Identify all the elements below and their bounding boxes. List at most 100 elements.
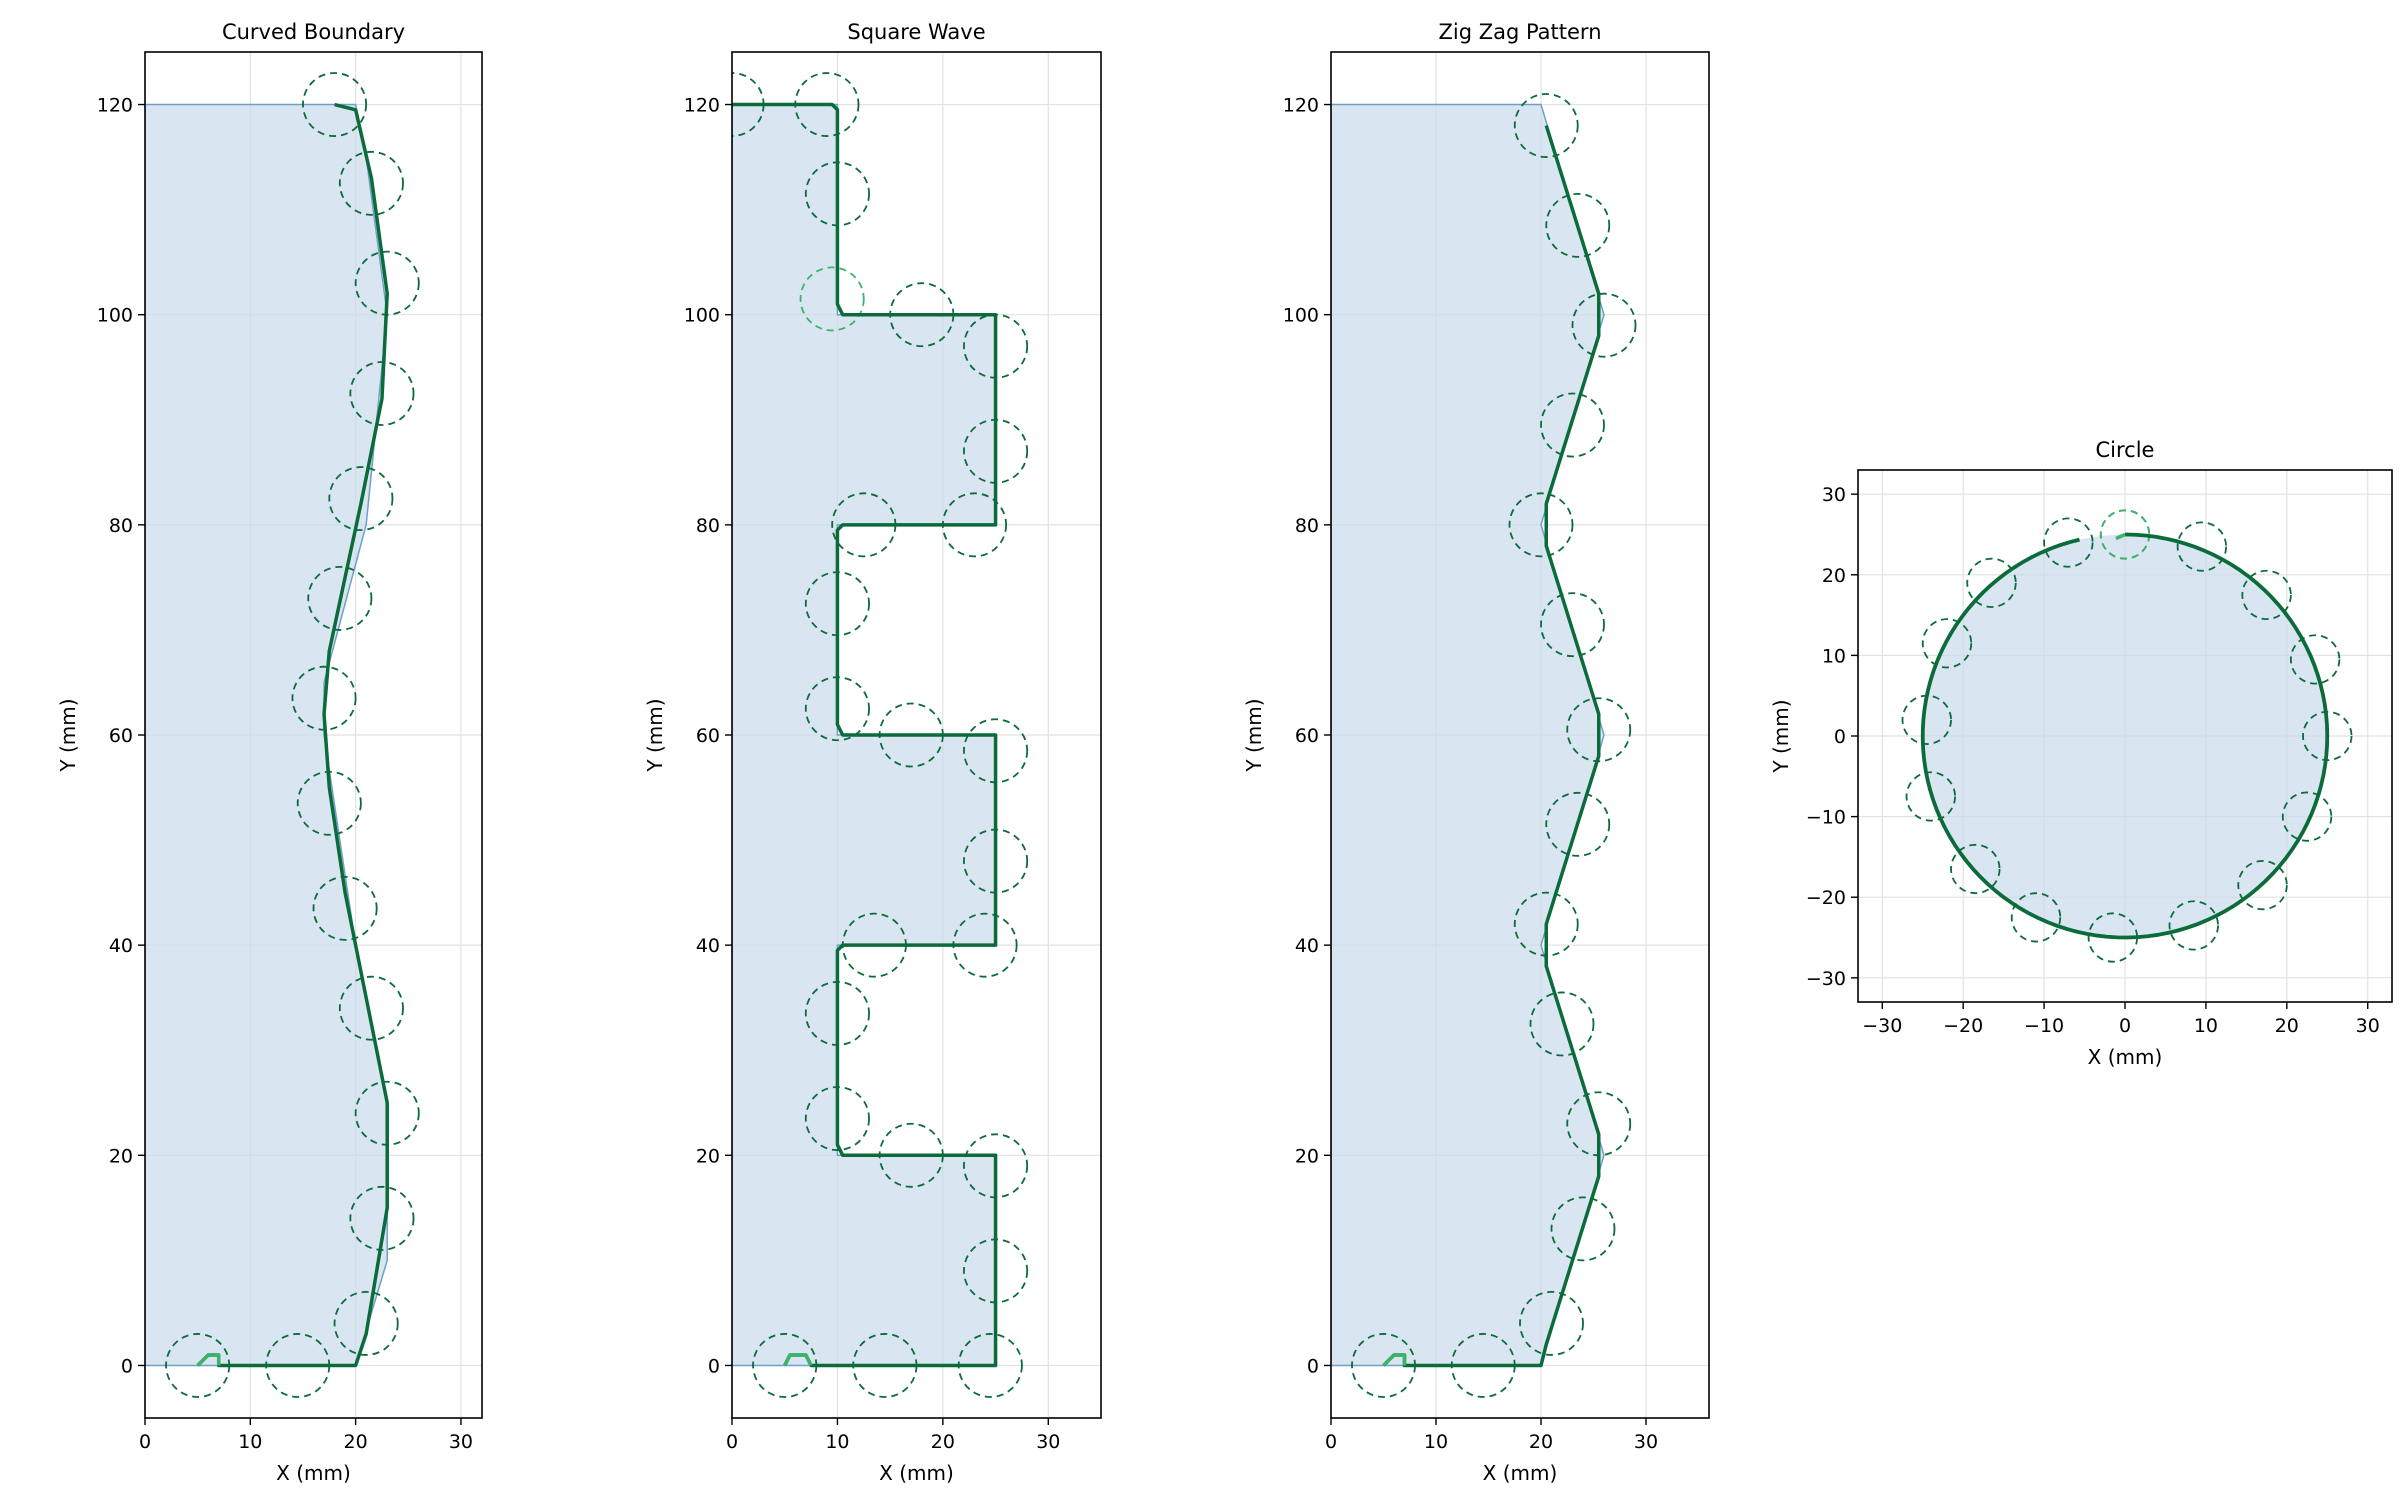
panel-title: Square Wave bbox=[847, 20, 985, 44]
y-tick-label: 60 bbox=[109, 725, 133, 747]
y-axis-label: Y (mm) bbox=[1769, 699, 1793, 773]
tool-position-circle bbox=[1550, 1196, 1616, 1262]
tool-position-circle bbox=[2176, 521, 2228, 572]
y-tick-label: 20 bbox=[696, 1145, 720, 1167]
plot-content bbox=[732, 72, 1029, 1398]
tool-position-circle bbox=[312, 875, 378, 941]
y-tick-label: 40 bbox=[109, 935, 133, 957]
tool-position-circle bbox=[1540, 592, 1605, 658]
tool-position-circle bbox=[1540, 392, 1605, 458]
material-region bbox=[145, 103, 388, 1367]
plot-area: 0 10 20 30 0 20 40 60 80 100 120 bbox=[1283, 51, 1710, 1453]
material-region bbox=[1331, 103, 1605, 1367]
x-tick-label: 20 bbox=[931, 1431, 955, 1453]
y-tick-label: 20 bbox=[109, 1145, 133, 1167]
y-tick-label: 120 bbox=[97, 95, 133, 117]
x-axis-label: X (mm) bbox=[1483, 1461, 1558, 1485]
tool-position-circle bbox=[2168, 900, 2219, 951]
tool-position-circle bbox=[328, 466, 394, 532]
tool-position-circle bbox=[2043, 517, 2094, 568]
tool-position-circle bbox=[1921, 618, 1973, 669]
y-tick-label: 120 bbox=[684, 95, 720, 117]
tool-position-circle bbox=[2010, 892, 2062, 943]
y-axis-label: Y (mm) bbox=[1242, 698, 1266, 772]
tool-position-circle bbox=[1513, 93, 1579, 158]
x-tick-label: 30 bbox=[2356, 1015, 2380, 1037]
panel-title: Zig Zag Pattern bbox=[1438, 20, 1601, 44]
tool-position-circle bbox=[1571, 292, 1637, 358]
tool-position-circle bbox=[1519, 1291, 1584, 1356]
tool-position-circle bbox=[338, 975, 404, 1041]
tool-position-circle bbox=[2281, 791, 2333, 842]
tool-position-circle bbox=[1950, 843, 2001, 895]
toolpath-entry bbox=[196, 1353, 221, 1367]
x-tick-label: 30 bbox=[1036, 1431, 1060, 1453]
panel-title: Curved Boundary bbox=[222, 20, 405, 44]
panel-curved-boundary: 0 10 20 30 0 20 40 60 80 100 120 Curved Boundary X … bbox=[56, 20, 483, 1485]
x-tick-label: 20 bbox=[344, 1431, 368, 1453]
x-tick-label: 20 bbox=[2275, 1015, 2299, 1037]
y-tick-label: 10 bbox=[1822, 645, 1846, 667]
x-axis-label: X (mm) bbox=[276, 1461, 351, 1485]
x-tick-label: 0 bbox=[1325, 1431, 1337, 1453]
y-tick-label: 100 bbox=[97, 305, 133, 327]
tool-position-circle bbox=[307, 565, 373, 631]
x-tick-label: 30 bbox=[449, 1431, 473, 1453]
plot-area: −30 −20 −10 0 10 20 30 −30 −20 −10 0 10 20 30 bbox=[1806, 469, 2393, 1037]
toolpath-entry bbox=[1382, 1353, 1407, 1367]
material-region bbox=[1922, 534, 2328, 938]
tool-position-circle bbox=[2241, 569, 2292, 621]
tool-position-circle bbox=[1545, 192, 1611, 258]
x-tick-label: −10 bbox=[2024, 1015, 2064, 1037]
tool-position-circle bbox=[2237, 860, 2288, 911]
y-tick-label: 40 bbox=[696, 935, 720, 957]
toolpath-line bbox=[196, 102, 389, 1368]
y-tick-label: 0 bbox=[1834, 726, 1846, 748]
tool-position-circle bbox=[1966, 557, 2017, 608]
tool-position-circle bbox=[338, 150, 404, 216]
y-tick-label: 100 bbox=[684, 305, 720, 327]
x-tick-label: 30 bbox=[1634, 1431, 1658, 1453]
y-tick-label: −20 bbox=[1806, 887, 1846, 909]
panel-zig-zag-pattern: 0 10 20 30 0 20 40 60 80 100 120 Zig Zag Pattern X … bbox=[1242, 20, 1710, 1485]
y-tick-label: 60 bbox=[696, 725, 720, 747]
y-tick-label: −30 bbox=[1806, 968, 1846, 990]
x-tick-label: −20 bbox=[1943, 1015, 1983, 1037]
y-tick-label: 80 bbox=[696, 515, 720, 537]
y-tick-label: 0 bbox=[121, 1355, 133, 1377]
plot-content bbox=[1901, 509, 2353, 963]
y-tick-label: 0 bbox=[708, 1355, 720, 1377]
tool-position-circle bbox=[349, 361, 415, 426]
plot-content bbox=[1331, 93, 1637, 1398]
y-tick-label: 80 bbox=[109, 515, 133, 537]
panel-square-wave: 0 10 20 30 0 20 40 60 80 100 120 Square Wave X (mm)… bbox=[643, 20, 1102, 1485]
x-axis-label: X (mm) bbox=[879, 1461, 954, 1485]
x-tick-label: 20 bbox=[1529, 1431, 1553, 1453]
plot-content bbox=[145, 72, 420, 1398]
plot-area: 0 10 20 30 0 20 40 60 80 100 120 bbox=[97, 51, 483, 1453]
toolpath-line bbox=[1920, 532, 2330, 940]
y-tick-label: 60 bbox=[1295, 725, 1319, 747]
x-tick-label: 10 bbox=[1424, 1431, 1448, 1453]
tool-position-circle bbox=[1529, 991, 1595, 1057]
toolpath-entry bbox=[2115, 532, 2126, 541]
plot-area: 0 10 20 30 0 20 40 60 80 100 120 bbox=[684, 51, 1102, 1453]
y-tick-label: 80 bbox=[1295, 515, 1319, 537]
y-tick-label: 120 bbox=[1283, 95, 1319, 117]
y-tick-label: 20 bbox=[1822, 565, 1846, 587]
tool-position-circle bbox=[1545, 791, 1611, 857]
toolpath-line bbox=[732, 102, 998, 1368]
x-axis-label: X (mm) bbox=[2088, 1045, 2163, 1069]
tool-position-circle bbox=[1905, 771, 1956, 822]
tool-position-circle bbox=[2289, 634, 2341, 685]
toolpath-entry bbox=[783, 1353, 813, 1367]
tool-position-circle-highlight bbox=[799, 266, 865, 332]
y-tick-label: −10 bbox=[1806, 807, 1846, 829]
y-tick-label: 0 bbox=[1307, 1355, 1319, 1377]
x-tick-label: −30 bbox=[1862, 1015, 1902, 1037]
y-axis-label: Y (mm) bbox=[643, 698, 667, 772]
y-tick-label: 20 bbox=[1295, 1145, 1319, 1167]
tool-position-circle bbox=[1508, 492, 1574, 558]
x-tick-label: 0 bbox=[726, 1431, 738, 1453]
x-tick-label: 10 bbox=[2194, 1015, 2218, 1037]
